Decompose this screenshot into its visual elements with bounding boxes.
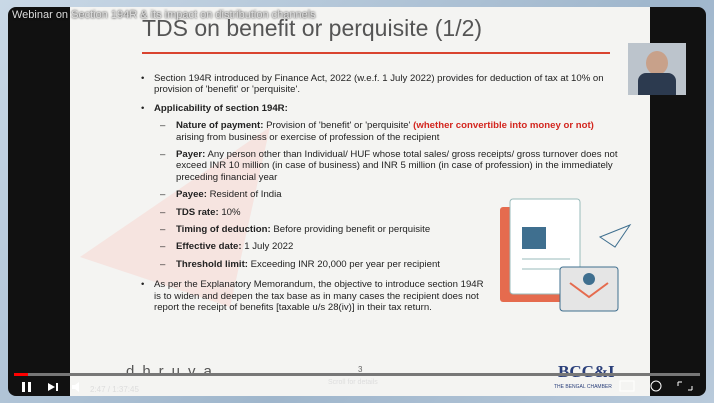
sub-text: (whether convertible into money or not) — [413, 120, 594, 131]
pause-button[interactable] — [22, 382, 25, 392]
bullet-text: Applicability of section 194R: — [154, 103, 288, 114]
sub-bullet: Payer: Any person other than Individual/… — [154, 149, 618, 183]
scroll-hint[interactable]: Scroll for details — [328, 379, 378, 386]
sub-label: Effective date: — [176, 241, 242, 252]
sub-bullet: Nature of payment: Provision of 'benefit… — [154, 120, 618, 143]
sub-label: Payer: — [176, 149, 205, 160]
sub-bullet: TDS rate: 10% — [154, 207, 618, 218]
sub-label: TDS rate: — [176, 207, 219, 218]
sub-text: Any person other than Individual/ HUF wh… — [176, 149, 618, 183]
sub-text: arising from business or exercise of pro… — [176, 132, 439, 143]
bullet: As per the Explanatory Memorandum, the o… — [138, 279, 484, 313]
sub-bullet: Threshold limit: Exceeding INR 20,000 pe… — [154, 259, 618, 270]
bullet-text: As per the Explanatory Memorandum, the o… — [154, 279, 484, 313]
webcam — [628, 43, 686, 95]
progress-track[interactable] — [14, 373, 700, 376]
pause-button-bar — [28, 382, 31, 392]
volume-button[interactable] — [72, 382, 79, 392]
sub-text: Before providing benefit or perquisite — [273, 224, 430, 235]
sub-text: 1 July 2022 — [244, 241, 293, 252]
bullet-text: Section 194R introduced by Finance Act, … — [154, 73, 604, 95]
sub-bullet: Effective date: 1 July 2022 — [154, 241, 618, 252]
next-button[interactable] — [48, 383, 58, 391]
video-player[interactable]: TDS on benefit or perquisite (1/2) Secti… — [8, 7, 706, 396]
page: TDS on benefit or perquisite (1/2) Secti… — [0, 0, 714, 403]
sub-label: Threshold limit: — [176, 259, 248, 270]
subtitles-button[interactable] — [620, 381, 634, 391]
sub-label: Payee: — [176, 189, 207, 200]
bullet: Section 194R introduced by Finance Act, … — [138, 73, 618, 96]
time: 2:47 / 1:37:45 — [90, 385, 139, 394]
sub-label: Nature of payment: — [176, 120, 263, 131]
sub-bullet: Payee: Resident of India — [154, 189, 618, 200]
sub-text: 10% — [221, 207, 240, 218]
slide: TDS on benefit or perquisite (1/2) Secti… — [70, 7, 650, 396]
progress-played — [14, 373, 28, 376]
sub-text: Exceeding INR 20,000 per year per recipi… — [251, 259, 440, 270]
sub-label: Timing of deduction: — [176, 224, 271, 235]
fullscreen-button[interactable] — [678, 382, 692, 390]
sub-text: Resident of India — [210, 189, 282, 200]
settings-button[interactable] — [651, 381, 661, 391]
sub-text: Provision of 'benefit' or 'perquisite' — [266, 120, 410, 131]
video-title[interactable]: Webinar on Section 194R & its impact on … — [12, 9, 316, 21]
title-rule — [142, 52, 610, 54]
sub-bullet: Timing of deduction: Before providing be… — [154, 224, 618, 235]
slide-body: Section 194R introduced by Finance Act, … — [138, 73, 618, 321]
bullet: Applicability of section 194R: Nature of … — [138, 103, 618, 270]
